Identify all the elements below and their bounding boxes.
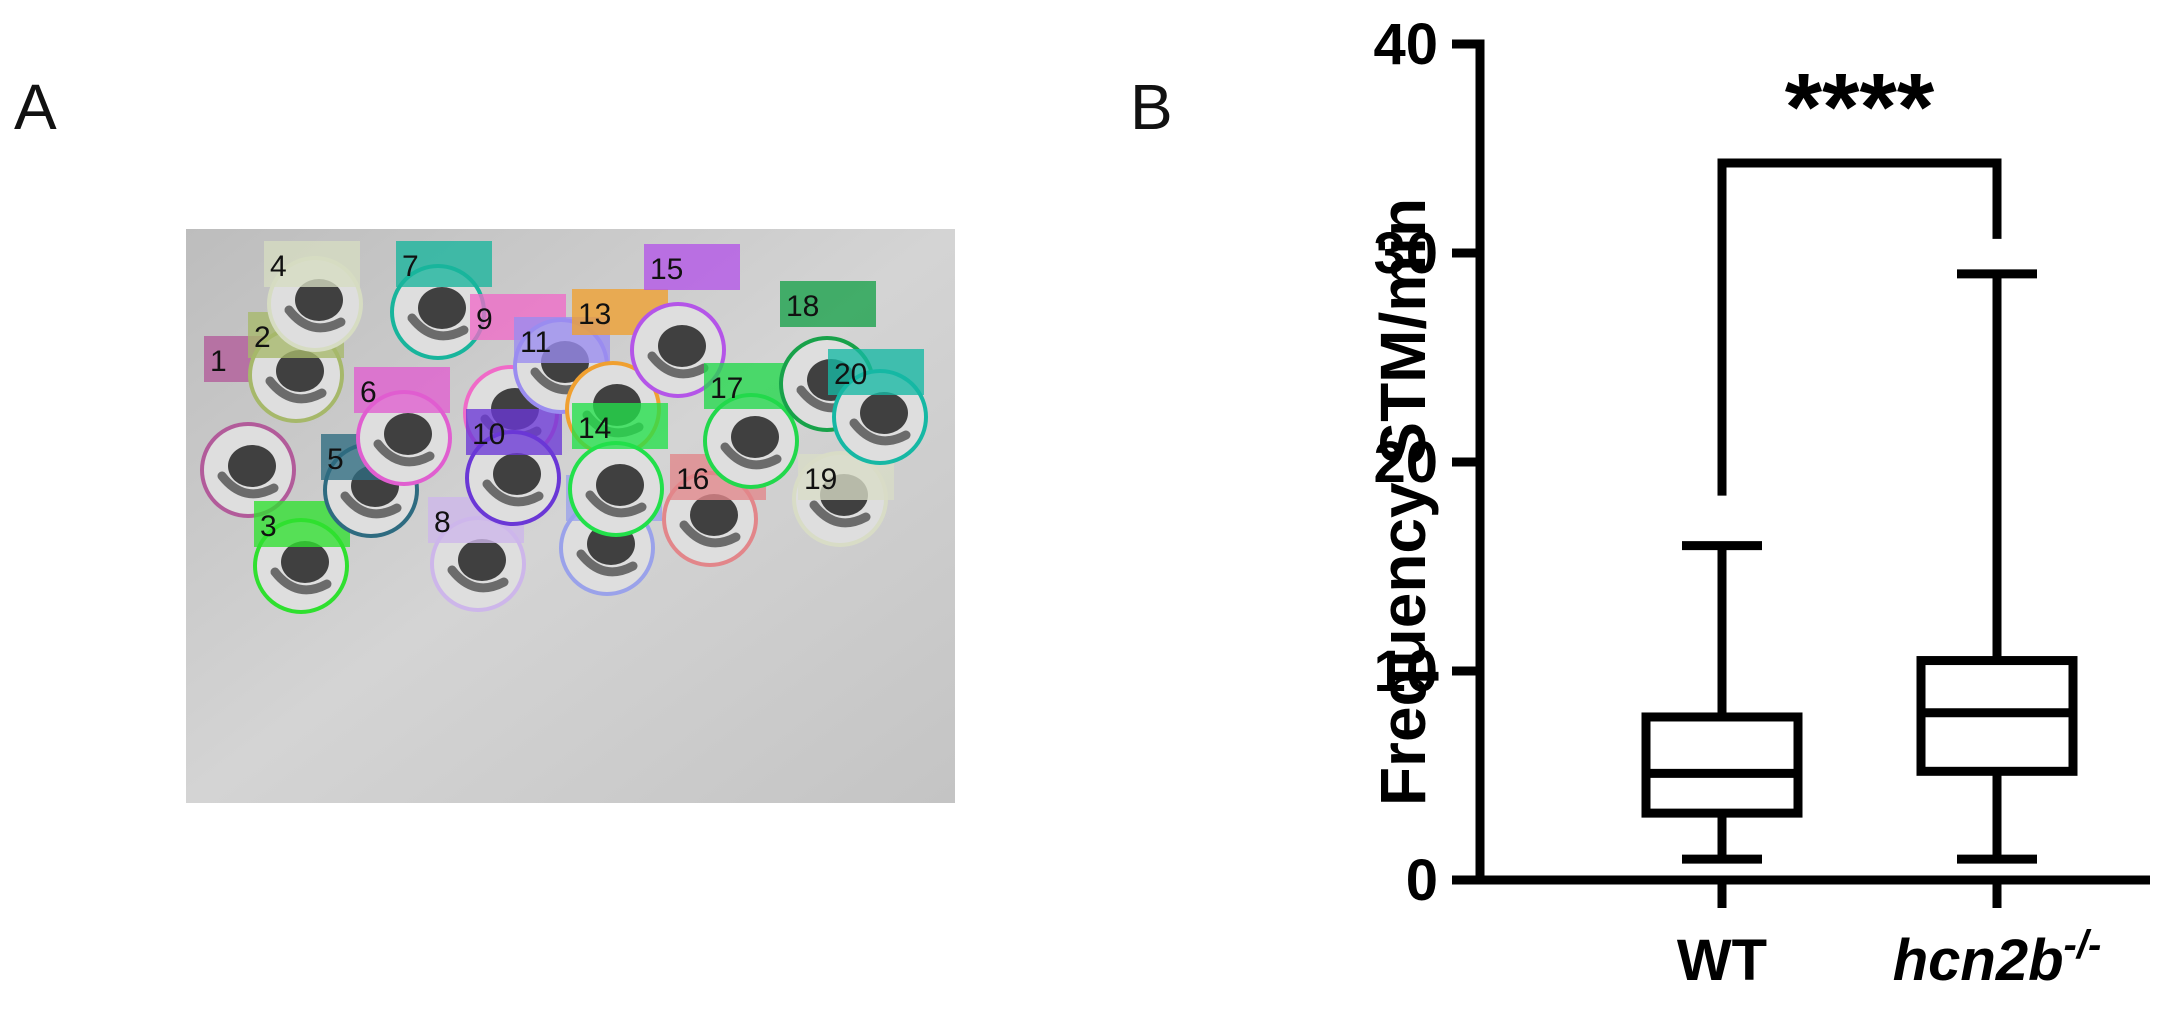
embryo-head [228,445,276,487]
embryo-tail [447,565,509,593]
embryo-head [418,287,466,329]
embryo-14: 14 [568,403,668,537]
embryo-tail [482,479,544,507]
y-tick-label: 40 [1373,12,1438,77]
embryo-tail [576,549,638,577]
egg-number-label: 15 [650,253,683,286]
panel-letter-a: A [14,71,57,143]
egg-number-label: 18 [786,290,819,323]
embryo-6: 6 [354,367,452,486]
significance-label: **** [1785,54,1935,161]
embryo-head [658,325,706,367]
egg-number-label: 2 [254,321,271,354]
egg-label-box [396,241,492,287]
y-tick-label: 20 [1373,430,1438,495]
egg-number-label: 6 [360,376,377,409]
egg-number-label: 11 [520,326,551,359]
embryo-tail [265,376,327,404]
egg-number-label: 7 [402,250,419,283]
egg-number-label: 8 [434,506,451,539]
embryo-tail [720,442,782,470]
embryo-4: 4 [264,241,363,352]
embryo-head [690,494,738,536]
embryo-15: 15 [630,244,740,398]
y-tick-label: 0 [1406,848,1438,913]
egg-label-box [264,241,360,287]
embryo-7: 7 [390,241,492,360]
egg-number-label: 14 [578,412,611,445]
egg-number-label: 10 [472,418,505,451]
embryo-head [596,464,644,506]
embryo-tail [217,471,279,499]
y-tick-label: 30 [1373,221,1438,286]
egg-number-label: 3 [260,510,277,543]
y-tick-label: 10 [1373,639,1438,704]
embryo-head [458,539,506,581]
embryo-tail [270,567,332,595]
box-wt: WT [1641,541,1803,993]
embryo-head [860,392,908,434]
egg-number-label: 13 [578,298,611,331]
embryo-tail [585,490,647,518]
embryo-19: 19 [792,451,894,547]
embryo-tail [373,439,435,467]
embryo-tail [340,491,402,519]
embryo-tail [647,351,709,379]
embryo-10: 10 [465,409,562,526]
embryo-tail [284,305,346,333]
egg-number-label: 5 [327,443,344,476]
egg-label-box [572,403,668,449]
egg-number-label: 17 [710,372,743,405]
y-axis-title: Frequency STM/min [1367,198,1439,806]
panel-letter-b: B [1130,71,1173,143]
egg-label-box [644,244,740,290]
egg-label-box [780,281,876,327]
egg-number-label: 16 [676,463,709,496]
embryo-head [731,416,779,458]
embryo-head [384,413,432,455]
egg-number-label: 20 [834,358,867,391]
embryo-17: 17 [703,363,800,489]
egg-number-label: 4 [270,250,287,283]
egg-number-label: 1 [210,345,227,378]
embryo-photo: 1234567891011121314151617181920 [186,229,955,803]
egg-number-label: 9 [476,303,493,336]
x-category-label: WT [1677,928,1767,993]
embryo-tail [407,313,469,341]
box-plot: Frequency STM/min 0 10 20 30 40 WT hcn2b-/- **** [1367,12,2150,993]
embryo-head [276,350,324,392]
embryo-tail [849,418,911,446]
egg-number-label: 19 [804,463,837,496]
embryo-head [295,279,343,321]
x-category-label: hcn2b-/- [1893,923,2102,993]
egg-label-box [828,349,924,395]
significance-bracket [1717,158,2002,496]
box-hcn2b: hcn2b-/- [1893,269,2102,993]
embryo-head [281,541,329,583]
embryo-3: 3 [253,501,350,614]
iqr-box [1641,712,1803,818]
embryo-tail [809,500,871,528]
egg-label-box [466,409,562,455]
embryo-11: 11 [513,317,610,414]
egg-label-box [354,367,450,413]
embryo-tail [679,520,741,548]
embryo-20: 20 [828,349,928,465]
embryo-head [493,453,541,495]
